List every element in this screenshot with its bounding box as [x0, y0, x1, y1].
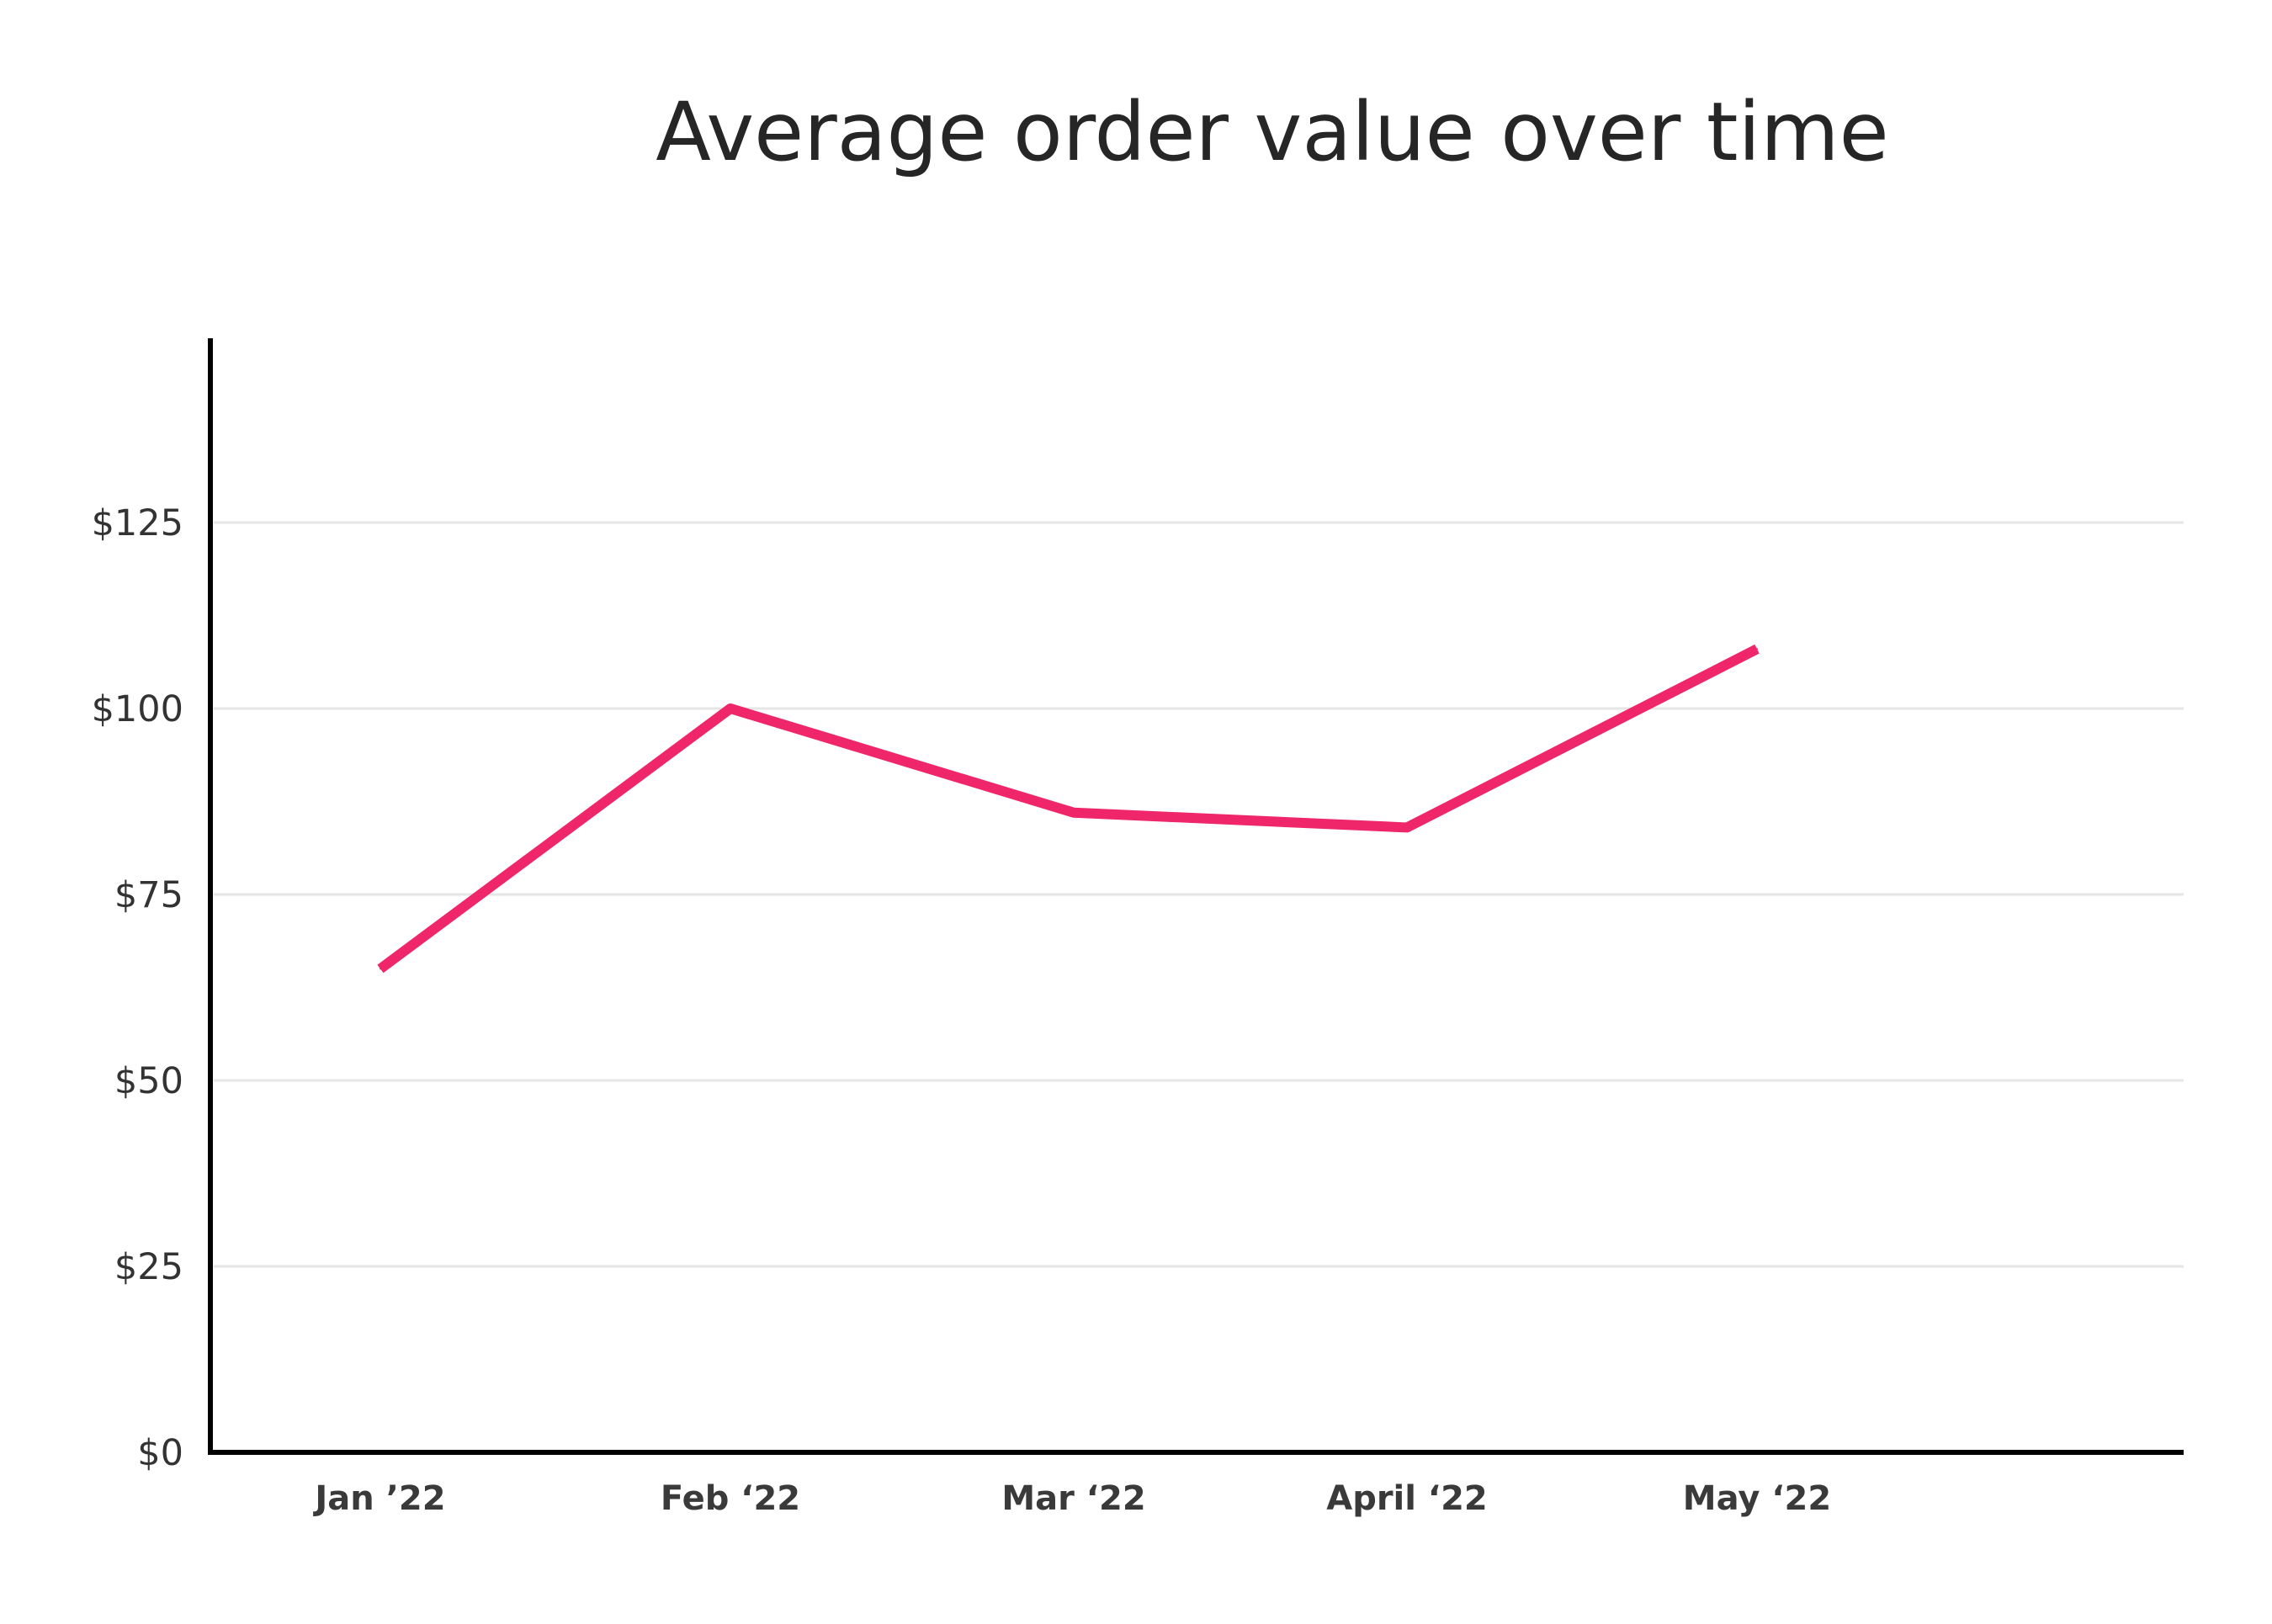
y-tick-label: $75: [114, 874, 183, 916]
chart-title: Average order value over time: [656, 85, 1888, 179]
x-tick-label: Mar ‘22: [1001, 1479, 1145, 1518]
y-tick-label: $25: [114, 1246, 183, 1288]
data-point: [730, 708, 731, 709]
y-axis-tick-labels: $0 $25 $50 $75 $100 $125: [92, 502, 183, 1474]
y-tick-label: $50: [114, 1060, 183, 1102]
data-point: [1406, 826, 1408, 829]
x-tick-label: April ‘22: [1326, 1479, 1488, 1518]
gridlines: [214, 521, 2184, 1268]
y-tick-label: $100: [92, 688, 183, 730]
x-tick-label: Feb ‘22: [661, 1479, 800, 1518]
x-tick-label: Jan ’22: [312, 1479, 445, 1518]
data-point: [1756, 648, 1758, 650]
data-point: [1073, 811, 1075, 814]
series-layer: [377, 644, 1760, 974]
y-tick-label: $125: [92, 502, 183, 544]
x-tick-label: May ‘22: [1683, 1479, 1831, 1518]
data-point: [380, 968, 381, 970]
x-axis-tick-labels: Jan ’22 Feb ‘22 Mar ‘22 April ‘22 May ‘22: [312, 1479, 1831, 1518]
series-line: [377, 644, 1760, 974]
y-tick-label: $0: [137, 1432, 183, 1474]
